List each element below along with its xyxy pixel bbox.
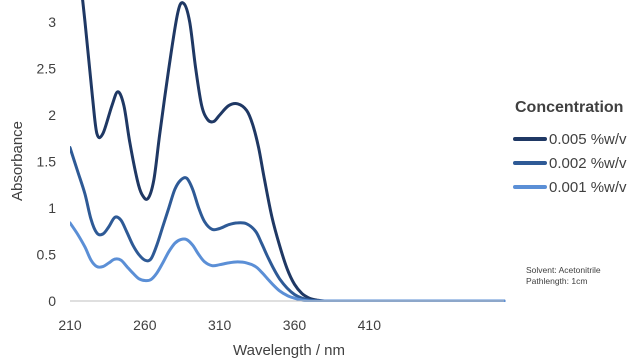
legend-swatch bbox=[513, 137, 547, 141]
legend: Concentration 0.005 %w/v 0.002 %w/v 0.00… bbox=[513, 99, 637, 199]
legend-item: 0.002 %w/v bbox=[513, 151, 637, 175]
series-line-1 bbox=[81, 0, 506, 302]
legend-label: 0.001 %w/v bbox=[549, 178, 627, 196]
legend-label: 0.005 %w/v bbox=[549, 130, 627, 148]
legend-swatch bbox=[513, 185, 547, 189]
y-tick-label: 3 bbox=[48, 14, 56, 30]
annotation-pathlength: Pathlength: 1cm bbox=[526, 276, 588, 286]
x-axis-ticks: 210 260 310 360 410 bbox=[58, 317, 381, 333]
legend-title: Concentration bbox=[515, 99, 624, 116]
y-tick-label: 1 bbox=[48, 200, 56, 216]
annotation-note: Solvent: Acetonitrile Pathlength: 1cm bbox=[526, 265, 601, 287]
x-tick-label: 210 bbox=[58, 317, 82, 333]
legend-item: 0.001 %w/v bbox=[513, 175, 637, 199]
y-tick-label: 0.5 bbox=[37, 247, 57, 263]
x-tick-label: 260 bbox=[133, 317, 157, 333]
annotation-solvent: Solvent: Acetonitrile bbox=[526, 265, 601, 275]
series-layer bbox=[70, 0, 506, 302]
y-tick-label: 0 bbox=[48, 293, 56, 309]
x-tick-label: 410 bbox=[358, 317, 382, 333]
y-axis-ticks: 0 0.5 1 1.5 2 2.5 3 bbox=[37, 14, 57, 309]
y-tick-label: 2 bbox=[48, 107, 56, 123]
x-tick-label: 360 bbox=[283, 317, 307, 333]
legend-swatch bbox=[513, 161, 547, 165]
x-tick-label: 310 bbox=[208, 317, 232, 333]
legend-label: 0.002 %w/v bbox=[549, 154, 627, 172]
y-tick-label: 1.5 bbox=[37, 154, 57, 170]
y-tick-label: 2.5 bbox=[37, 61, 57, 77]
y-axis-title: Absorbance bbox=[9, 121, 26, 201]
x-axis-title: Wavelength / nm bbox=[233, 342, 345, 359]
legend-item: 0.005 %w/v bbox=[513, 127, 637, 151]
